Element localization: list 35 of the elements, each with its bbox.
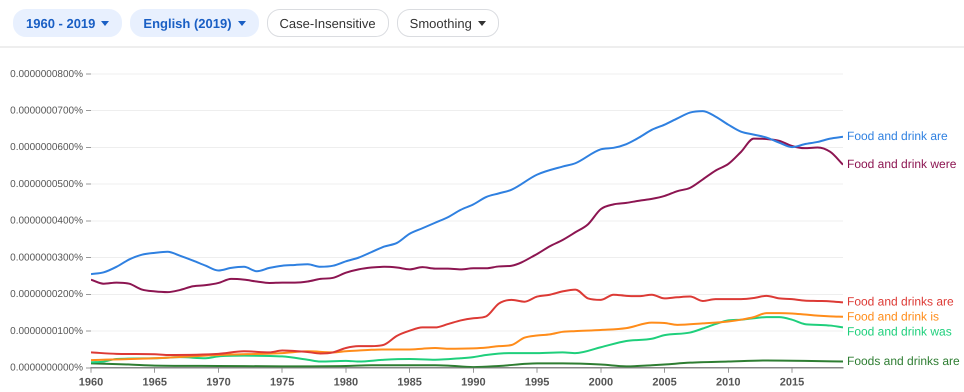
x-tick-label: 1960: [78, 376, 104, 388]
text: 1960 - 2019: [26, 16, 96, 30]
text: Smoothing: [410, 16, 472, 30]
line-series: [91, 138, 843, 294]
y-tick-label: 0.0000000100%: [10, 326, 84, 337]
x-tick-label: 1980: [334, 376, 358, 388]
y-tick-label: 0.0000000400%: [10, 216, 84, 227]
x-tick-label: 1965: [142, 376, 167, 388]
series-label: Food and drink were: [847, 157, 957, 172]
y-tick-label: 0.0000000600%: [10, 142, 84, 154]
text: English (2019): [143, 16, 232, 30]
series-label: Food and drink is: [847, 310, 940, 324]
series-label: Food and drink are: [847, 129, 948, 144]
line-series: [91, 288, 843, 356]
y-tick-label: 0.0000000300%: [10, 252, 84, 264]
x-tick-label: 1970: [206, 376, 231, 388]
line-series: [91, 359, 843, 368]
series-label: Food and drink was: [847, 324, 952, 339]
x-tick-label: 1995: [524, 376, 550, 388]
y-tick-label: 0.0000000000%: [10, 362, 84, 374]
y-tick-label: 0.0000000700%: [10, 105, 84, 116]
y-tick-label: 0.0000000500%: [10, 178, 84, 190]
y-tick-label: 0.0000000800%: [10, 68, 84, 80]
x-tick-label: 1975: [270, 376, 294, 388]
x-tick-label: 2005: [652, 376, 677, 388]
x-tick-label: 2000: [588, 376, 614, 388]
line-series: [91, 110, 843, 276]
x-tick-label: 2010: [716, 376, 741, 388]
x-tick-label: 1985: [397, 376, 422, 388]
y-tick-label: 0.0000000200%: [10, 289, 84, 300]
series-label: Foods and drinks are: [847, 354, 960, 368]
series-label: Food and drinks are: [847, 294, 954, 309]
x-tick-label: 1990: [461, 376, 486, 388]
x-tick-label: 2015: [780, 376, 804, 388]
text: Case-Insensitive: [280, 16, 376, 30]
